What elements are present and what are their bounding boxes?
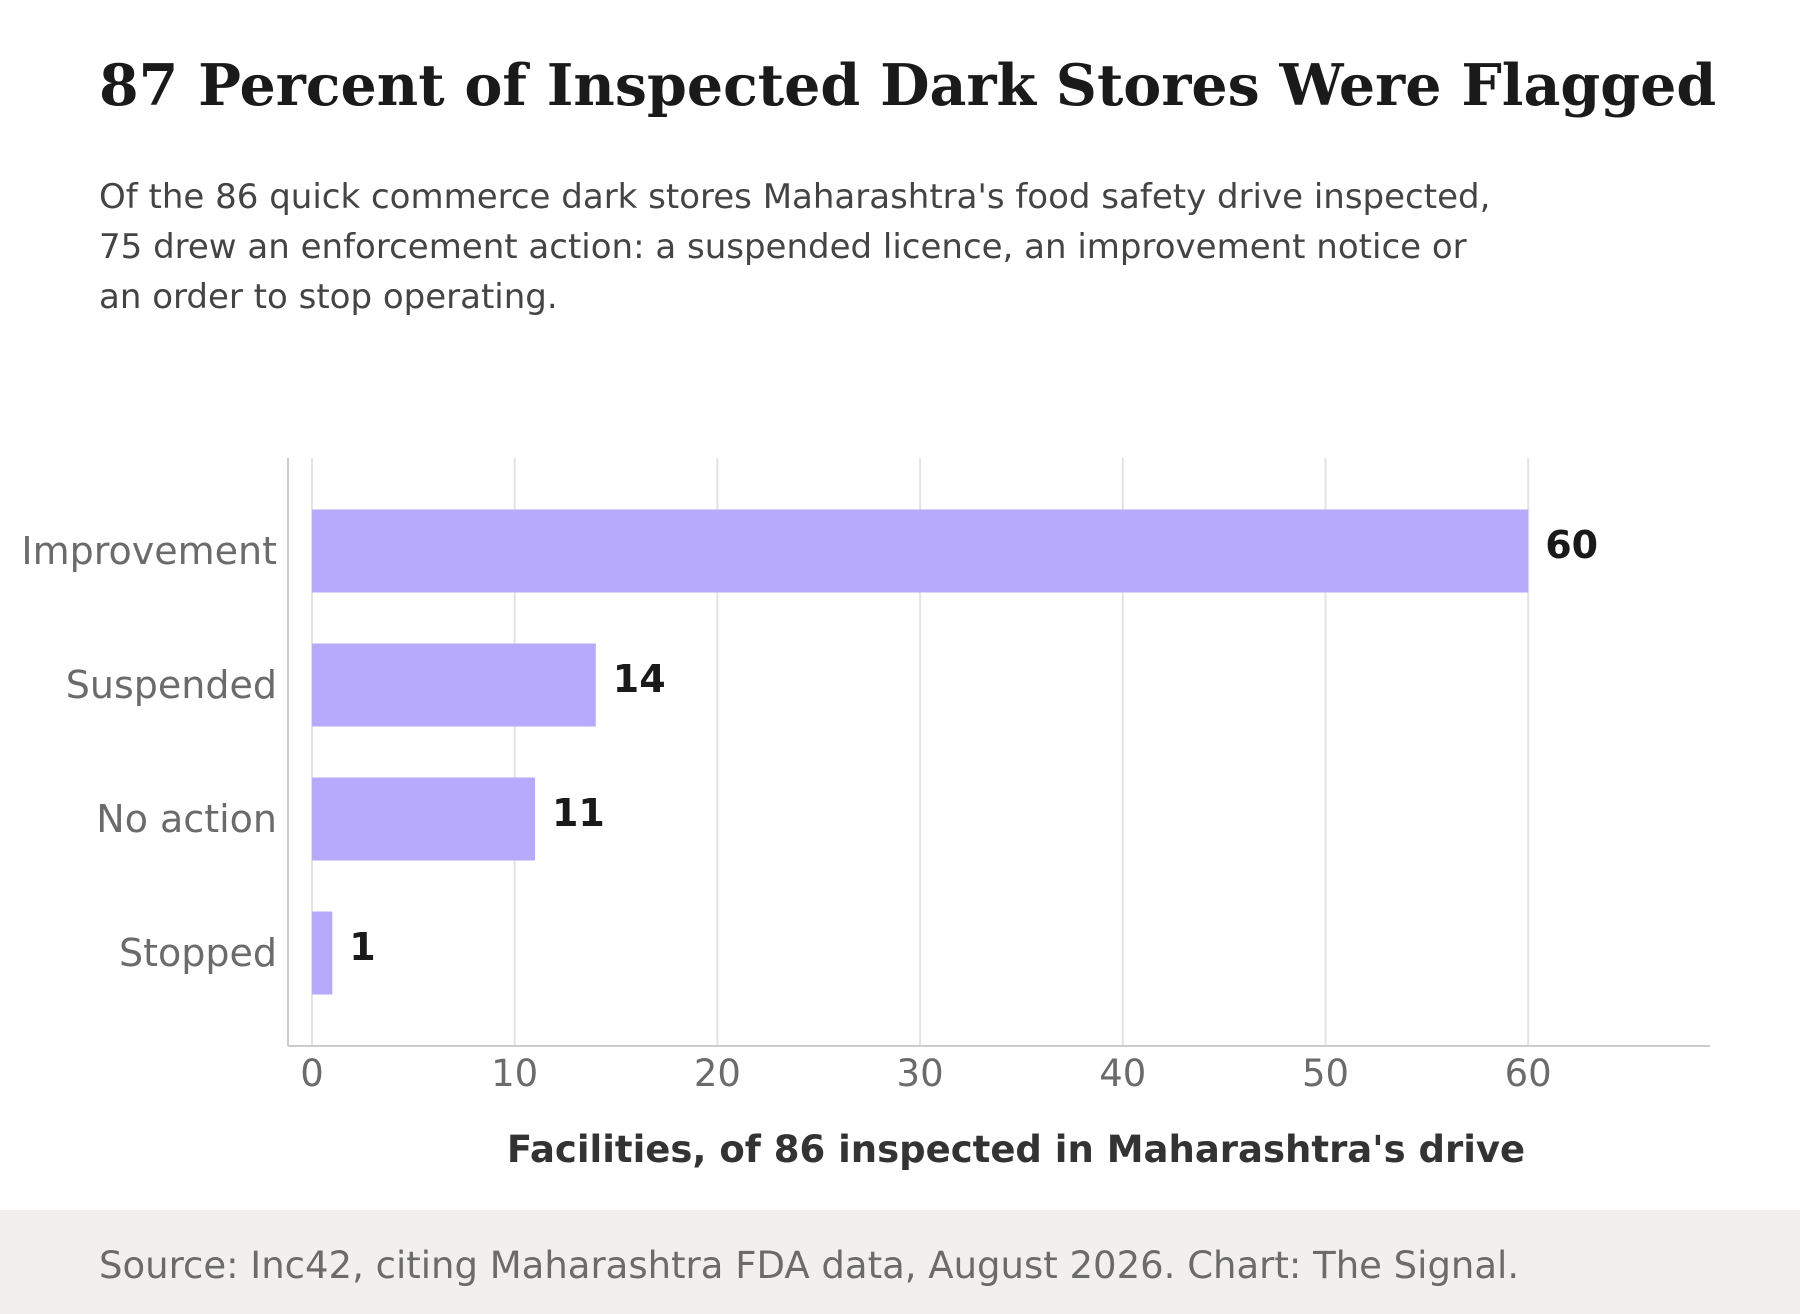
x-tick-label-10: 10 <box>491 1052 538 1095</box>
bar-stopped <box>312 911 333 995</box>
bars <box>312 509 1529 995</box>
x-tick-label-20: 20 <box>694 1052 741 1095</box>
x-axis-title: Facilities, of 86 inspected in Maharasht… <box>507 1128 1525 1171</box>
category-label-suspended: Suspended <box>66 663 277 707</box>
value-label-improvement: 60 <box>1545 523 1598 567</box>
bar-suspended <box>312 643 596 727</box>
labels: 0 10 20 30 40 50 60 Improvement 60 Suspended 14 No … <box>21 523 1598 1095</box>
category-label-no-action: No action <box>96 797 277 841</box>
value-label-stopped: 1 <box>349 925 375 969</box>
x-tick-label-50: 50 <box>1302 1052 1349 1095</box>
category-label-improvement: Improvement <box>21 529 277 573</box>
source-note: Source: Inc42, citing Maharashtra FDA da… <box>99 1244 1520 1287</box>
chart-subtitle: Of the 86 quick commerce dark stores Mah… <box>99 177 1491 317</box>
x-tick-label-30: 30 <box>897 1052 944 1095</box>
category-label-stopped: Stopped <box>119 931 277 975</box>
x-tick-label-0: 0 <box>300 1052 324 1095</box>
bar-no-action <box>312 777 535 861</box>
axes <box>287 458 1710 1047</box>
bar-chart: 0 10 20 30 40 50 60 Improvement 60 Suspended 14 No … <box>21 458 1710 1171</box>
x-tick-label-60: 60 <box>1505 1052 1552 1095</box>
chart-title: 87 Percent of Inspected Dark Stores Were… <box>99 52 1717 119</box>
value-label-no-action: 11 <box>552 791 605 835</box>
bar-improvement <box>312 509 1529 593</box>
x-tick-label-40: 40 <box>1099 1052 1146 1095</box>
footer: Source: Inc42, citing Maharashtra FDA da… <box>0 1210 1800 1314</box>
value-label-suspended: 14 <box>613 657 666 701</box>
